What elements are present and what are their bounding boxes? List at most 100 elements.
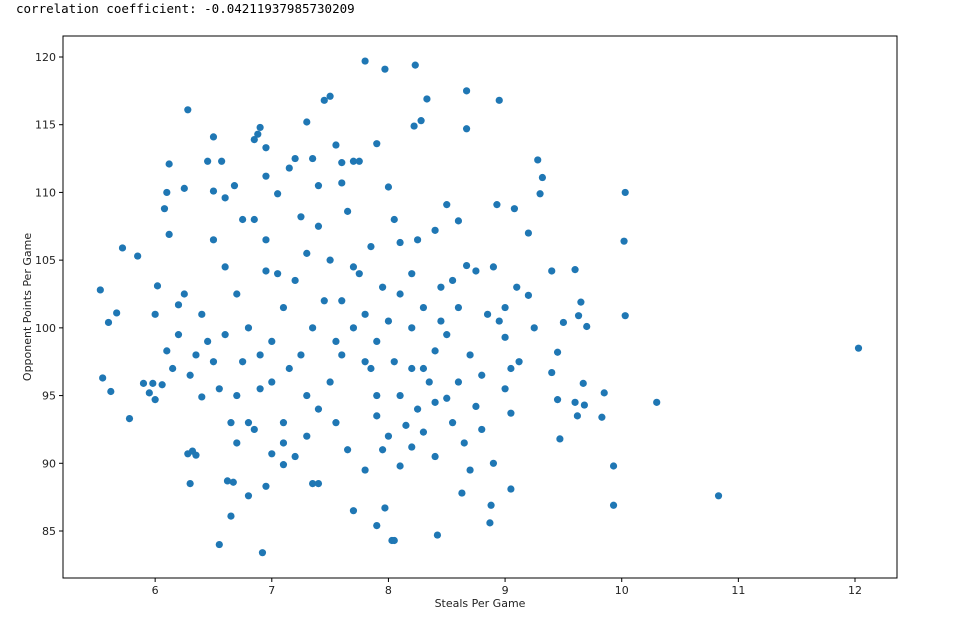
- point: [513, 283, 521, 291]
- point: [495, 96, 503, 104]
- point: [390, 536, 398, 545]
- point: [320, 297, 328, 305]
- point: [262, 172, 270, 180]
- point: [279, 303, 288, 312]
- point: [379, 283, 387, 291]
- point: [495, 317, 503, 325]
- point: [410, 122, 418, 130]
- point: [448, 276, 457, 285]
- point: [165, 230, 173, 239]
- point: [180, 184, 188, 192]
- point: [198, 393, 206, 401]
- point: [472, 402, 480, 411]
- point: [158, 381, 166, 389]
- point: [268, 378, 276, 386]
- point: [169, 364, 177, 373]
- point: [462, 261, 471, 270]
- point: [419, 364, 428, 373]
- point: [390, 358, 398, 366]
- point: [332, 141, 340, 149]
- point: [373, 140, 381, 148]
- point: [621, 188, 629, 197]
- point: [349, 157, 358, 165]
- point: [510, 205, 519, 213]
- point: [600, 389, 608, 397]
- point: [460, 439, 468, 447]
- point: [186, 480, 194, 488]
- point: [373, 391, 381, 400]
- point: [223, 477, 232, 485]
- point: [229, 478, 237, 486]
- y-tick-label: 90: [42, 457, 56, 470]
- point: [443, 201, 451, 209]
- point: [408, 443, 416, 451]
- point: [186, 371, 194, 379]
- point: [361, 466, 369, 474]
- y-axis-label: Opponent Points Per Game: [21, 233, 34, 381]
- point: [515, 358, 523, 366]
- point: [221, 331, 229, 339]
- point: [443, 394, 451, 402]
- point: [332, 337, 340, 345]
- y-tick-label: 95: [42, 390, 56, 403]
- point: [577, 298, 585, 306]
- point: [381, 504, 389, 512]
- point: [501, 333, 509, 341]
- point: [285, 364, 293, 373]
- point: [431, 226, 439, 234]
- point: [553, 348, 562, 356]
- point: [361, 57, 369, 65]
- point: [209, 236, 218, 244]
- point: [174, 331, 183, 339]
- point: [462, 125, 471, 133]
- point: [221, 194, 229, 202]
- point: [373, 521, 381, 530]
- point: [215, 540, 223, 549]
- point: [349, 507, 358, 515]
- x-tick-label: 9: [502, 584, 509, 597]
- point: [107, 387, 115, 396]
- point: [239, 358, 247, 366]
- point: [454, 378, 463, 386]
- point: [548, 267, 556, 275]
- point: [227, 419, 235, 427]
- point: [344, 446, 352, 454]
- point: [507, 485, 515, 493]
- point: [118, 244, 127, 252]
- point: [218, 157, 226, 165]
- point: [454, 303, 463, 312]
- point: [338, 297, 346, 305]
- point: [379, 446, 387, 454]
- point: [291, 452, 299, 461]
- point: [530, 324, 538, 332]
- point: [279, 461, 288, 469]
- point: [314, 480, 323, 488]
- point: [303, 432, 311, 440]
- point: [285, 164, 293, 172]
- point: [125, 414, 134, 423]
- point: [163, 188, 171, 197]
- point: [384, 432, 393, 440]
- point: [268, 337, 276, 345]
- point: [192, 351, 200, 359]
- point: [609, 462, 618, 470]
- point: [574, 312, 583, 320]
- point: [262, 236, 270, 244]
- point: [204, 337, 212, 345]
- point: [373, 337, 381, 345]
- point: [134, 252, 142, 260]
- point: [250, 215, 258, 224]
- point: [332, 419, 340, 427]
- point: [274, 270, 282, 278]
- point: [153, 282, 162, 290]
- point: [472, 267, 480, 275]
- point: [413, 236, 422, 244]
- point: [408, 324, 416, 332]
- plot-frame: [62, 35, 898, 579]
- point: [314, 182, 323, 190]
- point: [244, 492, 253, 500]
- x-axis-label: Steals Per Game: [435, 597, 526, 610]
- point: [609, 501, 618, 509]
- point: [230, 182, 239, 190]
- point: [396, 238, 404, 247]
